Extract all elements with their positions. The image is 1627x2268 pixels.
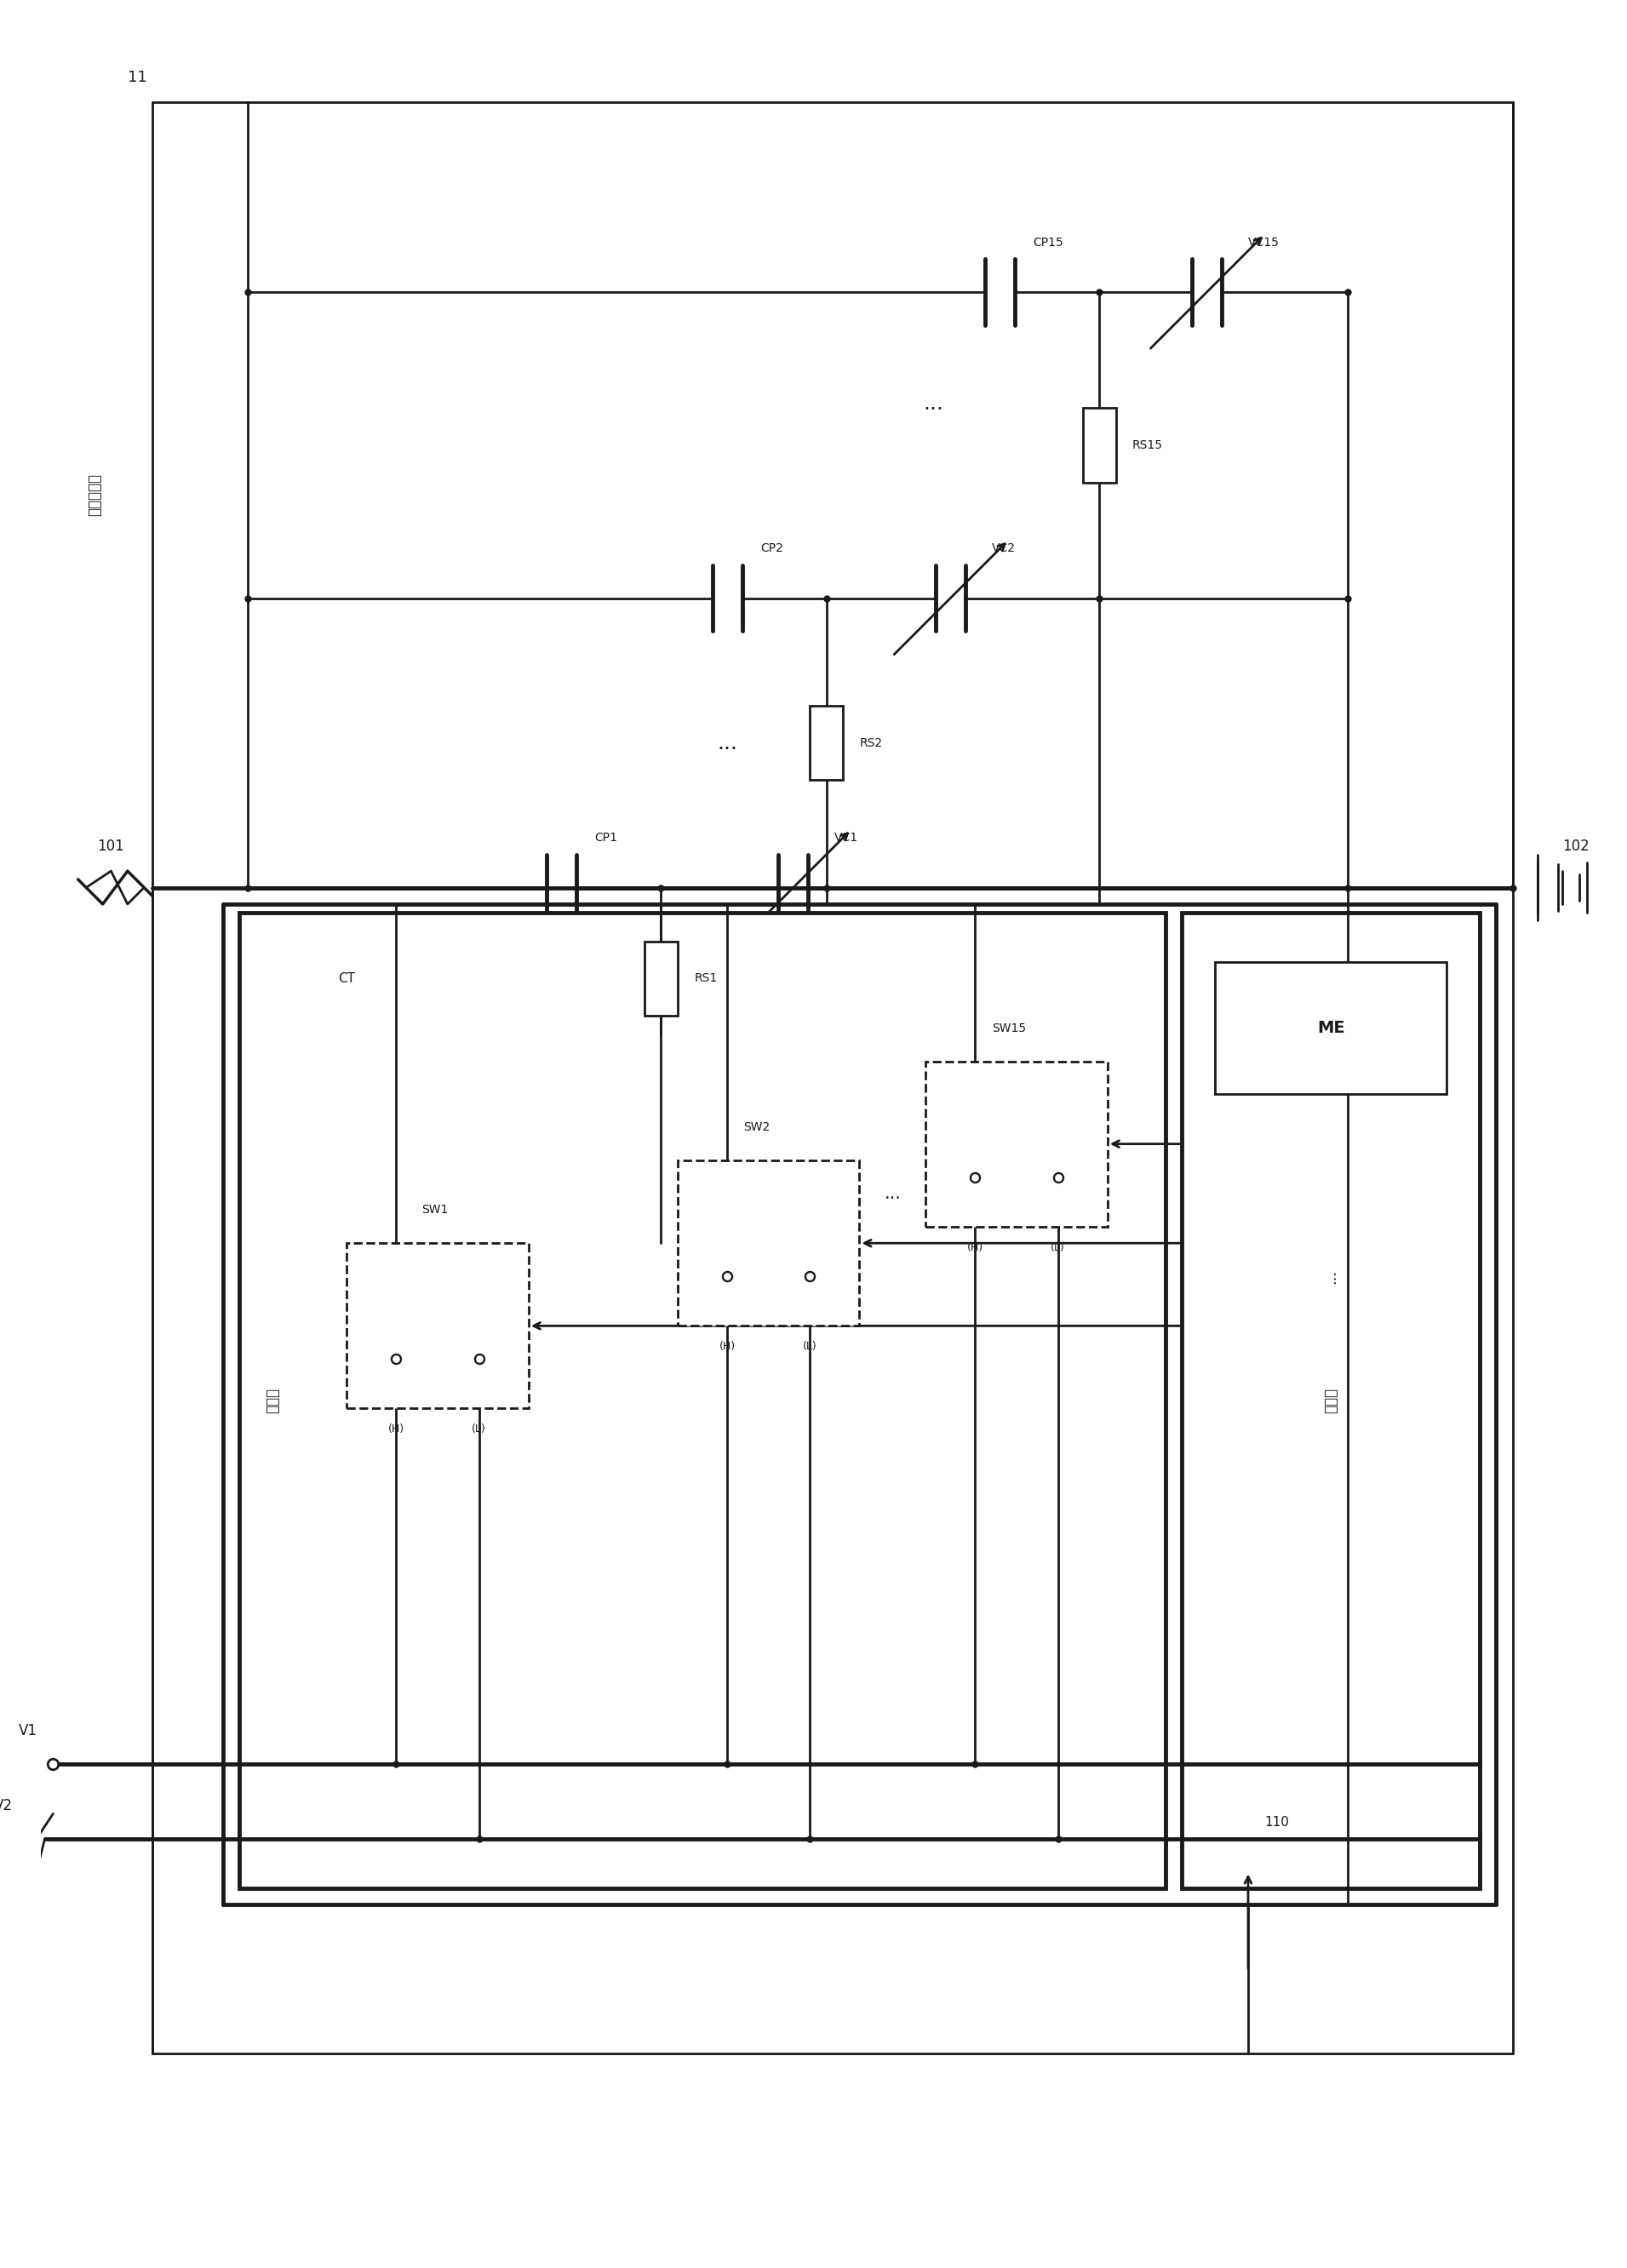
Text: (L): (L) [472,1424,486,1436]
Text: CP15: CP15 [1033,236,1064,249]
Text: RS1: RS1 [695,973,718,984]
Bar [1082,408,1116,483]
Text: 101: 101 [98,839,125,853]
Text: V1: V1 [20,1724,37,1740]
Text: CP1: CP1 [595,832,618,844]
Text: 110: 110 [1264,1817,1289,1828]
Bar [810,705,843,780]
Text: RS15: RS15 [1132,440,1163,451]
Text: 存储部: 存储部 [1323,1388,1339,1413]
Text: VC2: VC2 [992,542,1015,553]
Text: 控制部: 控制部 [265,1388,280,1413]
Bar [239,912,1165,1889]
Text: (L): (L) [802,1340,817,1352]
Bar [644,941,677,1016]
Text: (H): (H) [719,1340,735,1352]
Text: 11: 11 [127,70,146,84]
Text: ...: ... [718,733,737,753]
Text: ME: ME [1316,1021,1344,1036]
Text: 可变容电路: 可变容电路 [86,474,103,517]
Text: 102: 102 [1562,839,1590,853]
Bar [1181,912,1479,1889]
Bar [677,1161,859,1327]
Text: ...: ... [924,395,944,415]
Text: CT: CT [338,973,355,984]
Text: VC1: VC1 [835,832,859,844]
Text: (L): (L) [1051,1243,1066,1252]
Text: ...: ... [1323,1268,1339,1284]
Text: RS2: RS2 [859,737,882,748]
Text: ...: ... [883,1184,901,1202]
Bar [347,1243,529,1408]
Text: (H): (H) [389,1424,405,1436]
Text: CP2: CP2 [760,542,783,553]
Text: (H): (H) [966,1243,983,1252]
Bar [1215,962,1446,1093]
Text: V2: V2 [0,1799,13,1812]
Bar [926,1061,1108,1227]
Text: VC15: VC15 [1248,236,1279,249]
Text: SW2: SW2 [744,1120,770,1134]
Text: SW15: SW15 [992,1023,1027,1034]
Text: SW1: SW1 [421,1204,447,1216]
